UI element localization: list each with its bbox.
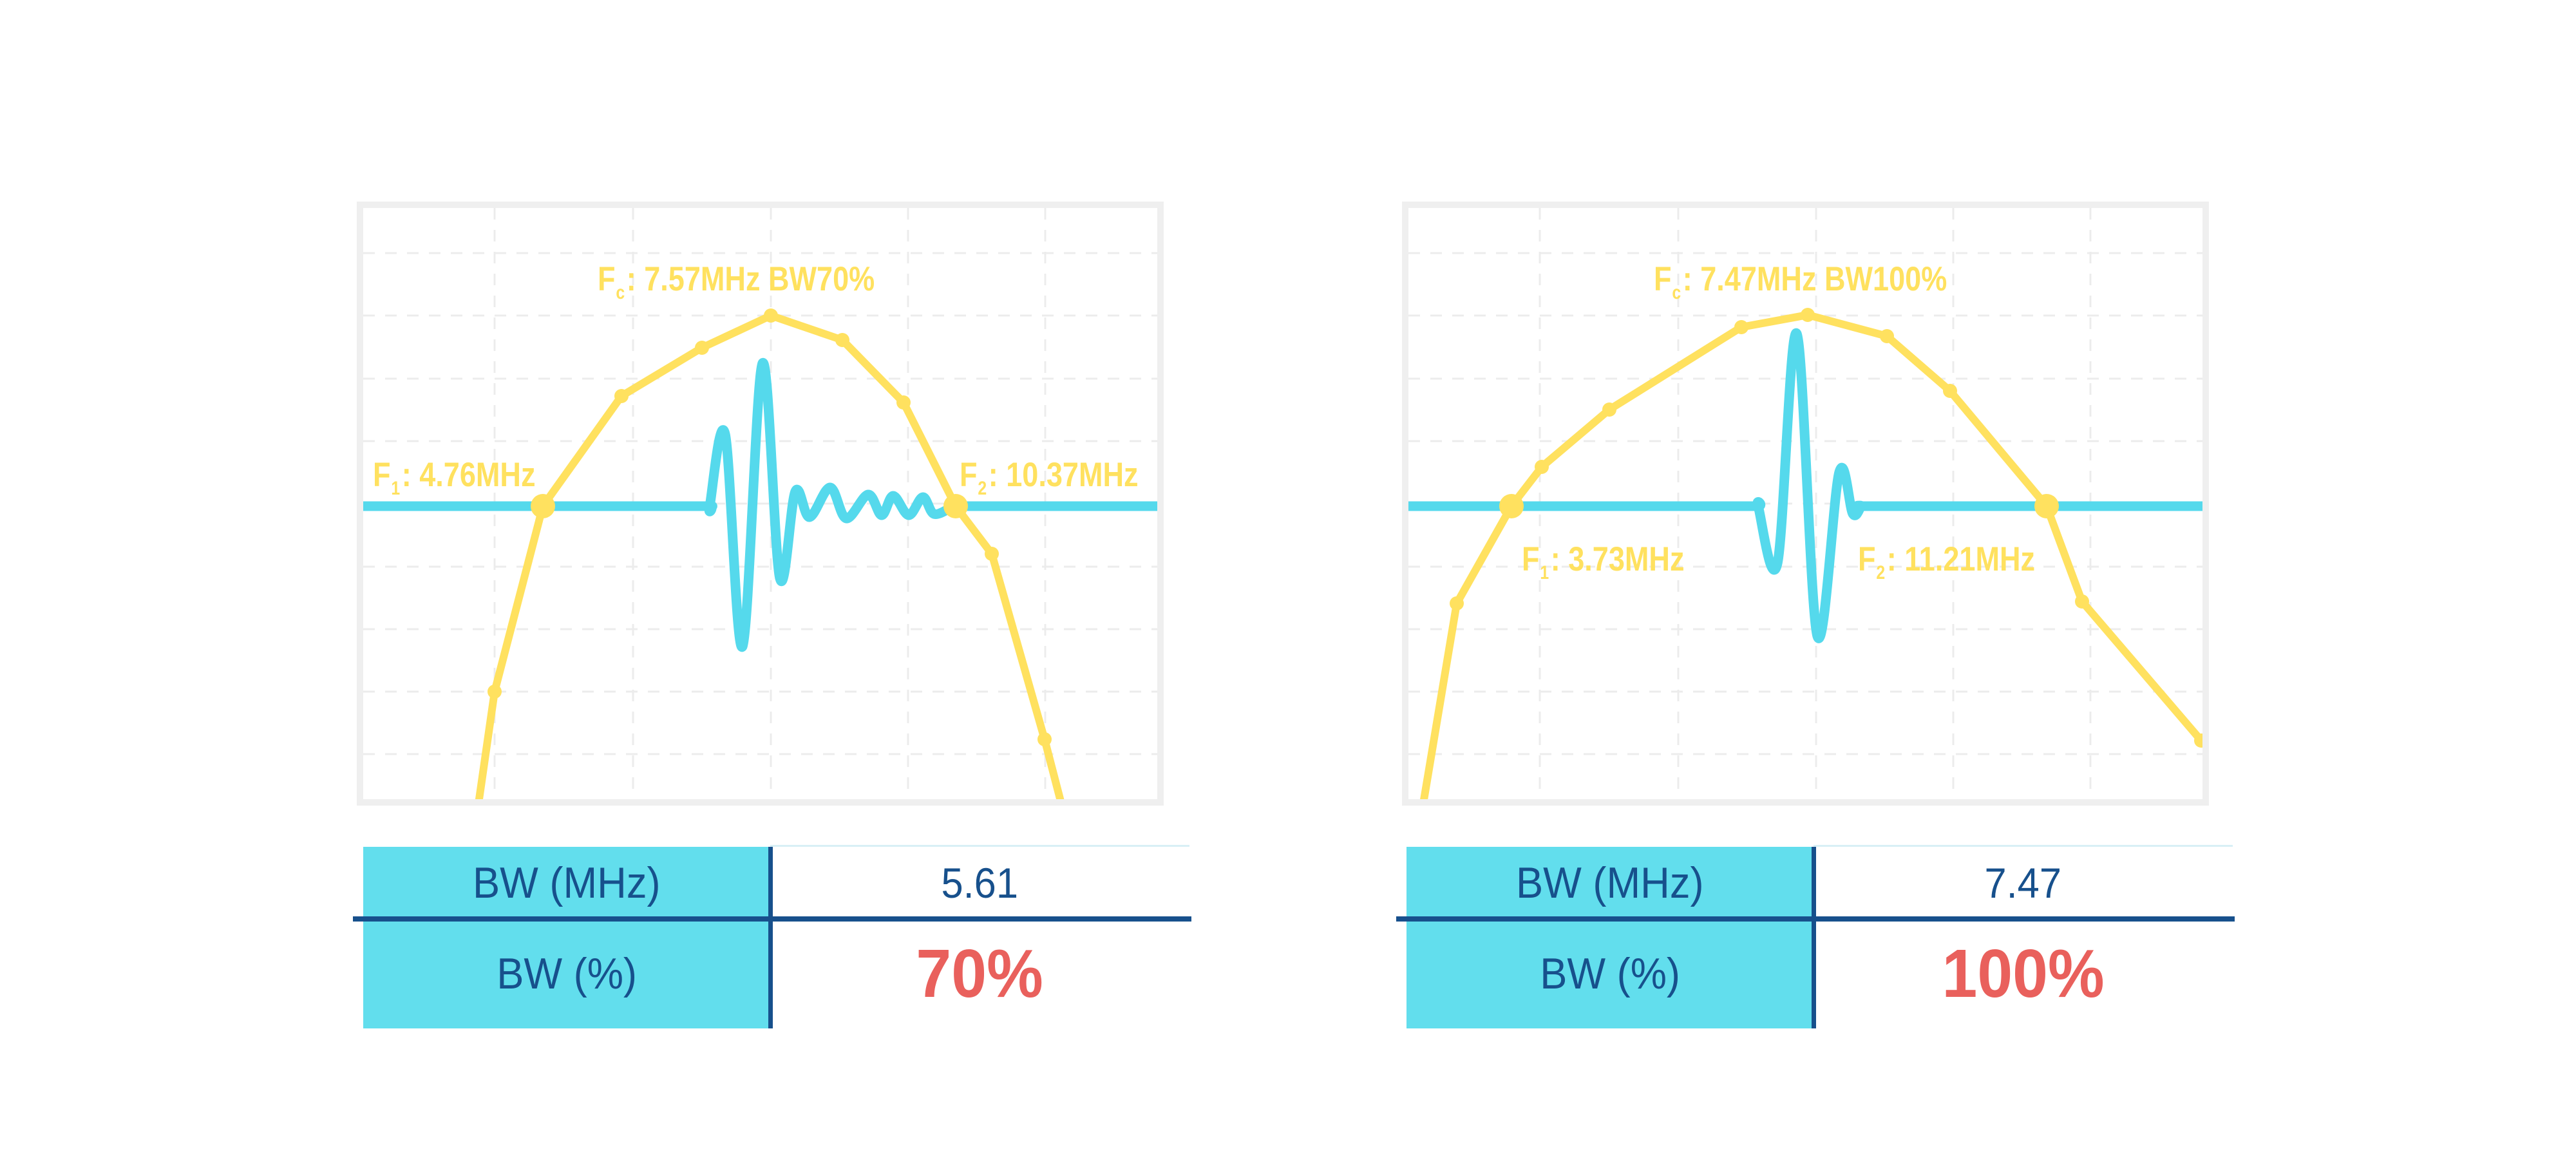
f2-annotation: F2: 10.37MHz [960, 456, 1170, 499]
spectrum-marker [1037, 732, 1052, 746]
f2-annotation: F2: 11.21MHz [1858, 540, 2067, 583]
bw-pct-label: BW (%) [1540, 949, 1680, 998]
f1-annotation: F1: 3.73MHz [1522, 540, 1713, 583]
spectrum-marker [2194, 733, 2202, 748]
spectrum-marker [1943, 384, 1957, 398]
spectrum-marker [695, 341, 709, 355]
bw-pct-value-cell: 70% [770, 919, 1189, 1028]
f2-subscript: 2 [978, 478, 987, 500]
f1-annotation: F1: 4.76MHz [373, 456, 564, 499]
chart-canvas-100pct [1408, 208, 2202, 799]
table-top-rule [770, 845, 1189, 847]
spectrum-marker [1450, 596, 1464, 610]
bw-mhz-value-cell: 5.61 [770, 847, 1189, 919]
bw-mhz-value: 5.61 [941, 859, 1019, 907]
spectrum-marker [1801, 308, 1815, 322]
bw-pct-label: BW (%) [497, 949, 637, 998]
spectrum-curve [1420, 311, 2202, 799]
table-top-rule [1814, 845, 2233, 847]
spectrum-curve [475, 312, 1065, 799]
bw-mhz-label-cell: BW (MHz) [1406, 847, 1814, 919]
bw-mhz-value-cell: 7.47 [1814, 847, 2233, 919]
bandwidth-edge-marker [531, 494, 555, 518]
spectrum-marker [764, 308, 778, 323]
bw-mhz-label: BW (MHz) [1516, 858, 1704, 907]
fc-value: : 7.47MHz BW100% [1682, 260, 1947, 298]
f2-symbol: F [960, 456, 978, 494]
f1-value: : 4.76MHz [401, 456, 536, 494]
bw-mhz-label-cell: BW (MHz) [363, 847, 770, 919]
bw-mhz-label: BW (MHz) [473, 858, 661, 907]
bandwidth-table-70pct: BW (MHz) 5.61 BW (%) 70% [353, 845, 1191, 1028]
table-column-divider [768, 847, 773, 1028]
spectrum-marker [1734, 320, 1748, 334]
fc-symbol: F [598, 260, 616, 298]
spectrum-marker [1880, 329, 1894, 343]
spectrum-marker [896, 395, 911, 410]
fc-subscript: c [1672, 283, 1681, 304]
f1-symbol: F [1522, 540, 1540, 578]
f1-subscript: 1 [1540, 563, 1549, 584]
bandwidth-edge-marker [1499, 494, 1524, 518]
table-column-divider [1812, 847, 1816, 1028]
bandwidth-edge-marker [943, 494, 968, 518]
spectrum-marker [2075, 594, 2089, 609]
chart-canvas-70pct [363, 208, 1157, 799]
spectrum-marker [488, 685, 502, 699]
bw-pct-value: 70% [916, 935, 1044, 1012]
bandwidth-chart-100pct: Fc: 7.47MHz BW100% F1: 3.73MHz F2: 11.21… [1402, 202, 2209, 806]
pulse-waveform [363, 358, 1157, 652]
fc-subscript: c [616, 283, 625, 304]
f2-subscript: 2 [1876, 563, 1886, 584]
bandwidth-edge-marker [2034, 494, 2059, 518]
spectrum-marker [985, 547, 999, 561]
center-frequency-annotation: Fc: 7.47MHz BW100% [1654, 260, 1999, 303]
bandwidth-chart-70pct: Fc: 7.57MHz BW70% F1: 4.76MHz F2: 10.37M… [357, 202, 1164, 806]
spectrum-marker [835, 333, 849, 347]
fc-value: : 7.57MHz BW70% [626, 260, 875, 298]
fc-symbol: F [1654, 260, 1672, 298]
center-frequency-annotation: Fc: 7.57MHz BW70% [598, 260, 923, 303]
f2-value: : 11.21MHz [1886, 540, 2036, 578]
f2-value: : 10.37MHz [988, 456, 1139, 494]
bw-pct-label-cell: BW (%) [363, 919, 770, 1028]
pulse-waveform [1408, 328, 2202, 643]
bw-pct-value-cell: 100% [1814, 919, 2233, 1028]
f2-symbol: F [1858, 540, 1876, 578]
bw-pct-label-cell: BW (%) [1406, 919, 1814, 1028]
bandwidth-table-100pct: BW (MHz) 7.47 BW (%) 100% [1396, 845, 2235, 1028]
spectrum-marker [1602, 402, 1616, 417]
f1-value: : 3.73MHz [1550, 540, 1685, 578]
f1-symbol: F [373, 456, 391, 494]
bw-pct-value: 100% [1942, 935, 2105, 1012]
f1-subscript: 1 [391, 478, 401, 500]
spectrum-marker [1535, 460, 1549, 474]
bw-mhz-value: 7.47 [1984, 859, 2062, 907]
spectrum-marker [614, 389, 629, 403]
